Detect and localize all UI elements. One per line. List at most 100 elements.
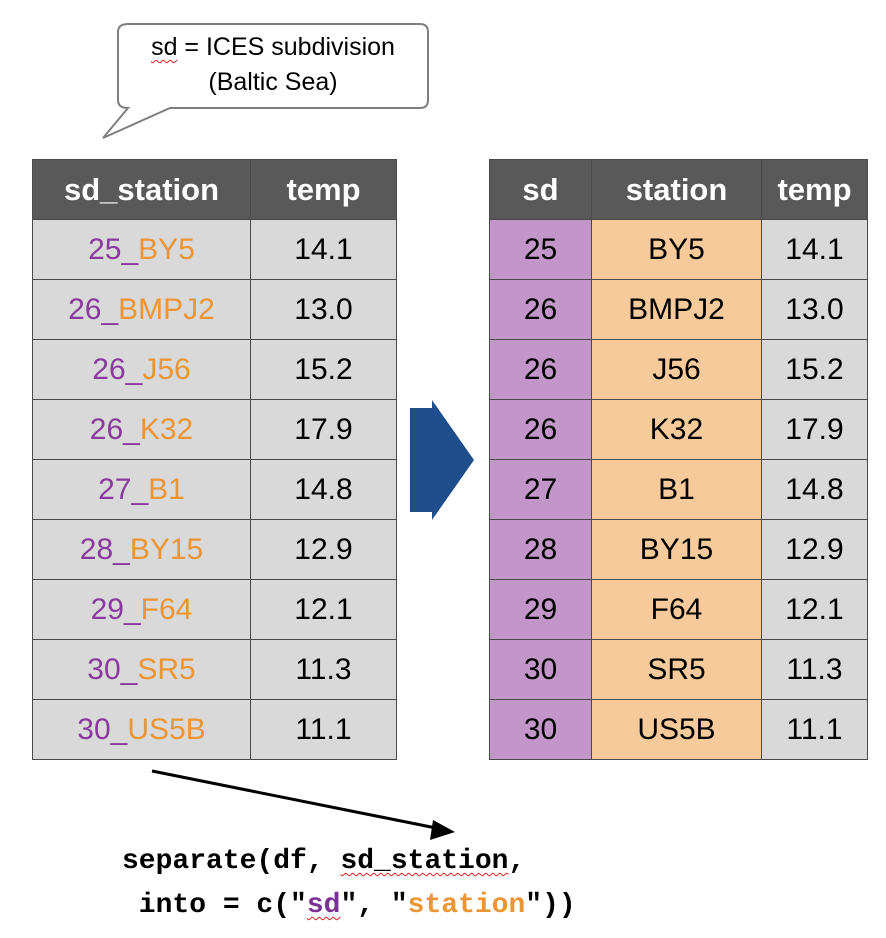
cell-station: SR5 — [591, 639, 762, 700]
code-into-sd: sd — [306, 890, 341, 921]
output-table-row: 26 BMPJ2 13.0 — [489, 279, 868, 340]
cell-temp: 11.1 — [761, 699, 868, 760]
input-table-row: 30_SR5 11.3 — [32, 639, 397, 700]
input-table-row: 26_BMPJ2 13.0 — [32, 279, 397, 340]
input-table-row: 29_F64 12.1 — [32, 579, 397, 640]
cell-station: B1 — [591, 459, 762, 520]
station-part: F64 — [140, 592, 193, 626]
cell-sd-station: 25_BY5 — [32, 219, 251, 280]
sd-part: 26 — [89, 412, 124, 446]
cell-temp: 17.9 — [250, 399, 397, 460]
cell-temp: 11.3 — [250, 639, 397, 700]
cell-temp: 11.3 — [761, 639, 868, 700]
separator: _ — [120, 652, 138, 686]
sd-part: 27 — [98, 472, 132, 506]
sd-part: 26 — [92, 352, 126, 386]
callout-line1: sd = ICES subdivision — [118, 30, 428, 65]
cell-temp: 12.1 — [250, 579, 397, 640]
code-into-prefix: into = c(" — [122, 890, 307, 921]
station-part: J56 — [142, 352, 191, 386]
cell-station: J56 — [591, 339, 762, 400]
cell-station: BY15 — [591, 519, 762, 580]
header-temp: temp — [250, 159, 397, 220]
header-sd: sd — [489, 159, 592, 220]
cell-temp: 14.1 — [761, 219, 868, 280]
cell-sd: 30 — [489, 699, 592, 760]
sd-part: 28 — [79, 532, 114, 566]
header-sd-station: sd_station — [32, 159, 251, 220]
code-into-station: station — [407, 890, 526, 921]
input-table-row: 28_BY15 12.9 — [32, 519, 397, 580]
cell-sd: 30 — [489, 639, 592, 700]
sd-abbrev: sd — [151, 33, 178, 61]
output-table-row: 26 K32 17.9 — [489, 399, 868, 460]
cell-sd: 28 — [489, 519, 592, 580]
separator: _ — [113, 532, 130, 566]
cell-station: BMPJ2 — [591, 279, 762, 340]
cell-sd: 29 — [489, 579, 592, 640]
separator: _ — [121, 232, 139, 266]
input-table-row: 26_J56 15.2 — [32, 339, 397, 400]
input-table-header: sd_station temp — [32, 159, 397, 220]
cell-sd: 26 — [489, 279, 592, 340]
station-part: BY5 — [138, 232, 195, 266]
cell-sd-station: 29_F64 — [32, 579, 251, 640]
separator: _ — [131, 472, 149, 506]
callout-bubble — [102, 23, 429, 139]
sd-part: 30 — [77, 712, 111, 746]
station-part: BY15 — [129, 532, 204, 566]
cell-station: US5B — [591, 699, 762, 760]
cell-temp: 11.1 — [250, 699, 397, 760]
output-table-header: sd station temp — [489, 159, 868, 220]
input-table-row: 26_K32 17.9 — [32, 399, 397, 460]
callout-definition: = ICES subdivision — [177, 33, 395, 61]
code-comma: , — [508, 846, 526, 877]
station-part: SR5 — [137, 652, 196, 686]
station-part: B1 — [148, 472, 185, 506]
station-part: K32 — [139, 412, 194, 446]
cell-sd: 26 — [489, 399, 592, 460]
cell-temp: 13.0 — [761, 279, 868, 340]
cell-station: F64 — [591, 579, 762, 640]
sd-part: 26 — [68, 292, 102, 326]
sd-part: 30 — [87, 652, 121, 686]
code-mid: ", " — [340, 890, 408, 921]
cell-temp: 15.2 — [250, 339, 397, 400]
code-line-2: into = c("sd", "station")) — [122, 886, 576, 926]
input-table-row: 27_B1 14.8 — [32, 459, 397, 520]
cell-sd-station: 26_J56 — [32, 339, 251, 400]
header-temp: temp — [761, 159, 868, 220]
input-table-row: 25_BY5 14.1 — [32, 219, 397, 280]
output-table-row: 30 US5B 11.1 — [489, 699, 868, 760]
output-table-row: 28 BY15 12.9 — [489, 519, 868, 580]
code-line-1: separate(df, sd_station, — [122, 842, 525, 882]
separator: _ — [110, 712, 128, 746]
cell-sd-station: 30_SR5 — [32, 639, 251, 700]
cell-temp: 14.1 — [250, 219, 397, 280]
code-arg-col: sd_station — [340, 846, 509, 877]
output-table: sd station temp 25 BY5 14.1 26 BMPJ2 13.0 26 J5… — [489, 159, 868, 760]
cell-temp: 13.0 — [250, 279, 397, 340]
cell-station: BY5 — [591, 219, 762, 280]
cell-station: K32 — [591, 399, 762, 460]
input-table-row: 30_US5B 11.1 — [32, 699, 397, 760]
sd-part: 25 — [88, 232, 122, 266]
input-table: sd_station temp 25_BY5 14.1 26_BMPJ2 13.0 26… — [32, 159, 397, 760]
cell-temp: 12.1 — [761, 579, 868, 640]
cell-temp: 15.2 — [761, 339, 868, 400]
output-table-row: 25 BY5 14.1 — [489, 219, 868, 280]
callout-line2: (Baltic Sea) — [208, 68, 338, 96]
separator: _ — [101, 292, 119, 326]
cell-sd: 26 — [489, 339, 592, 400]
output-table-row: 27 B1 14.8 — [489, 459, 868, 520]
separator: _ — [123, 592, 141, 626]
output-table-row: 29 F64 12.1 — [489, 579, 868, 640]
cell-sd-station: 30_US5B — [32, 699, 251, 760]
output-table-row: 26 J56 15.2 — [489, 339, 868, 400]
cell-temp: 17.9 — [761, 399, 868, 460]
header-station: station — [591, 159, 762, 220]
code-close: ")) — [525, 890, 576, 921]
callout-text: sd = ICES subdivision (Baltic Sea) — [118, 30, 428, 100]
cell-temp: 12.9 — [761, 519, 868, 580]
right-arrow-icon — [410, 400, 474, 520]
